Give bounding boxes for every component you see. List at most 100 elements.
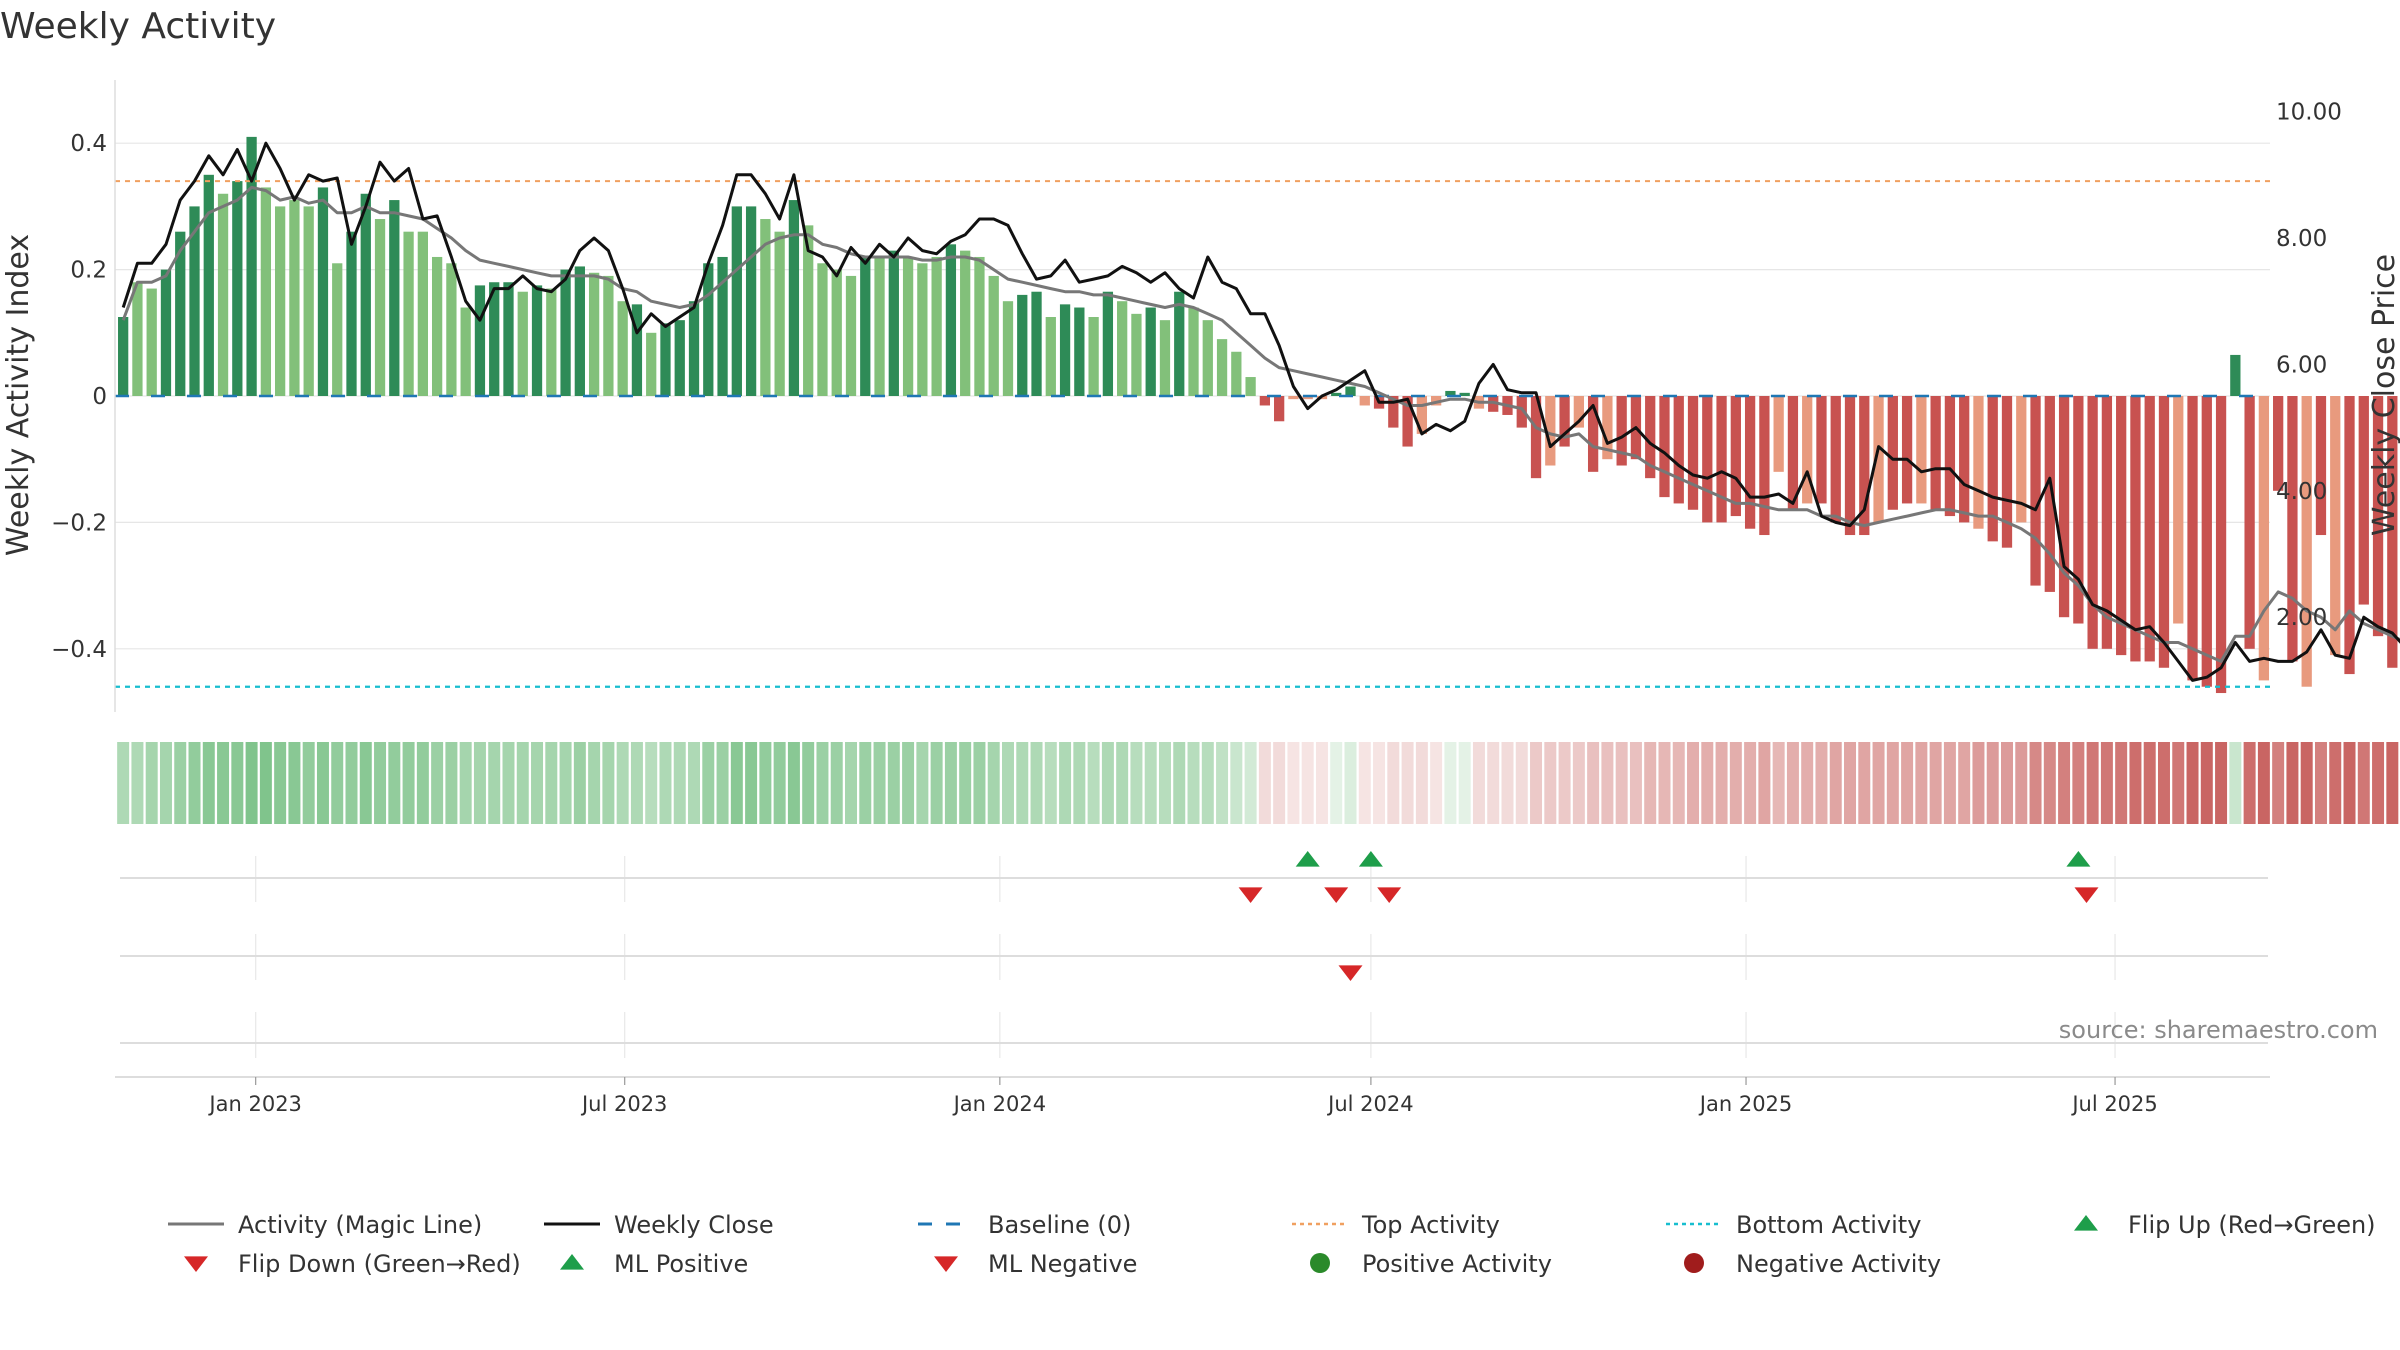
activity-bar (1188, 307, 1199, 396)
strip-cell (2086, 742, 2099, 824)
activity-bar (1744, 396, 1756, 529)
strip-cell (2143, 742, 2156, 824)
activity-bar (1987, 396, 1998, 542)
activity-bar (2230, 354, 2241, 396)
activity-bar (845, 275, 857, 396)
activity-bar (1202, 320, 1213, 396)
strip-cell (1344, 742, 1357, 824)
strip-cell (2257, 742, 2270, 824)
strip-cell (1558, 742, 1571, 824)
strip-cell (2300, 742, 2313, 824)
activity-bar (489, 282, 500, 396)
signal-down-marker (2074, 887, 2099, 903)
x-tick-label: Jul 2025 (2070, 1092, 2157, 1116)
strip-cell (1201, 742, 1214, 824)
strip-cell (588, 742, 601, 824)
activity-bar (417, 231, 428, 396)
strip-cell (1644, 742, 1657, 824)
series-lines (121, 141, 2400, 682)
magic-line-series (121, 185, 2400, 663)
activity-bar (631, 304, 643, 396)
activity-heat-strip (117, 742, 2399, 824)
activity-bar (1231, 351, 1242, 396)
legend-item: Flip Up (Red→Green) (2074, 1211, 2376, 1239)
strip-cell (1472, 742, 1485, 824)
activity-bar (1787, 396, 1799, 510)
activity-bar (660, 323, 671, 396)
activity-bar (1074, 307, 1085, 396)
legend-swatch (2074, 1215, 2098, 1231)
activity-bar (2144, 396, 2155, 662)
x-tick-label: Jan 2025 (1698, 1092, 1793, 1116)
strip-cell (1530, 742, 1543, 824)
strip-cell (1401, 742, 1414, 824)
strip-cell (1001, 742, 1014, 824)
strip-cell (645, 742, 658, 824)
strip-cell (1872, 742, 1885, 824)
legend-swatch (560, 1254, 584, 1270)
activity-bar (1816, 396, 1827, 504)
strip-cell (616, 742, 629, 824)
x-tick-label: Jan 2023 (207, 1092, 302, 1116)
activity-bar (2030, 396, 2041, 586)
activity-bar (974, 256, 985, 396)
strip-cell (1016, 742, 1029, 824)
strip-cell (1387, 742, 1400, 824)
strip-cell (559, 742, 572, 824)
strip-cell (388, 742, 401, 824)
strip-cell (1715, 742, 1728, 824)
strip-cell (716, 742, 729, 824)
strip-cell (1929, 742, 1942, 824)
strip-cell (944, 742, 957, 824)
activity-bar (303, 206, 314, 396)
weekly-close-series (121, 141, 2400, 682)
signal-down-marker (1324, 887, 1349, 903)
strip-cell (1758, 742, 1771, 824)
activity-bar (1559, 396, 1570, 447)
activity-bar (232, 181, 243, 396)
activity-bar (874, 256, 885, 396)
activity-bar (1145, 307, 1156, 396)
activity-bar (1274, 396, 1285, 422)
strip-cell (2372, 742, 2385, 824)
strip-cell (259, 742, 272, 824)
strip-cell (573, 742, 586, 824)
activity-bar (1702, 396, 1713, 523)
activity-bar (1602, 396, 1613, 460)
activity-bar (160, 269, 172, 396)
strip-cell (673, 742, 686, 824)
strip-cell (245, 742, 258, 824)
strip-cell (1258, 742, 1271, 824)
strip-cell (959, 742, 972, 824)
legend-item: ML Positive (560, 1250, 748, 1278)
activity-bar (1901, 396, 1913, 504)
strip-cell (887, 742, 900, 824)
strip-cell (1187, 742, 1200, 824)
activity-bar (1545, 396, 1556, 466)
strip-cell (473, 742, 486, 824)
activity-bar (503, 282, 514, 396)
left-tick-label: −0.4 (51, 637, 107, 663)
activity-bar (1159, 320, 1171, 396)
activity-bar (1673, 396, 1684, 504)
strip-cell (1986, 742, 1999, 824)
activity-bar (317, 187, 329, 396)
activity-bar (1216, 339, 1228, 396)
strip-cell (2243, 742, 2256, 824)
legend-item: Weekly Close (544, 1211, 774, 1239)
strip-cell (816, 742, 829, 824)
strip-cell (145, 742, 158, 824)
strip-cell (1458, 742, 1471, 824)
activity-bar (2330, 396, 2341, 656)
legend-label: Negative Activity (1736, 1250, 1941, 1278)
strip-cell (1943, 742, 1956, 824)
strip-cell (630, 742, 643, 824)
legend-label: Activity (Magic Line) (238, 1211, 482, 1239)
strip-cell (759, 742, 772, 824)
strip-cell (1786, 742, 1799, 824)
strip-cell (374, 742, 387, 824)
strip-cell (1772, 742, 1785, 824)
strip-cell (802, 742, 815, 824)
activity-bar (1031, 291, 1042, 396)
